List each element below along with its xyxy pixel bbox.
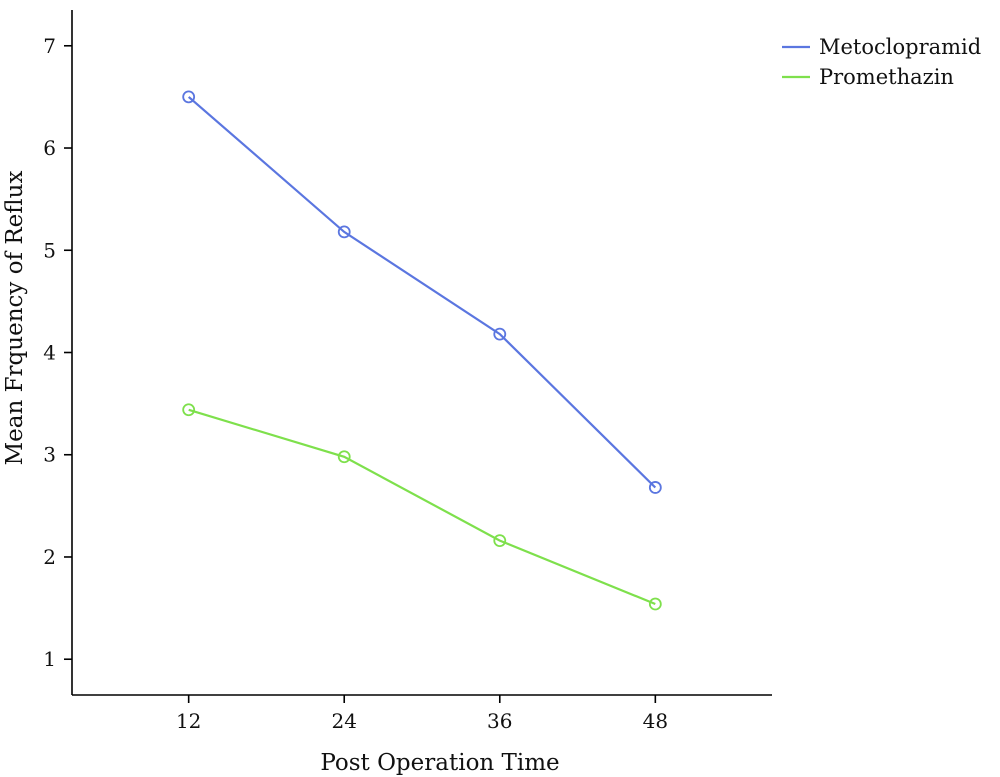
- y-tick-label: 5: [43, 238, 56, 262]
- data-point: [337, 225, 351, 239]
- data-point: [182, 90, 196, 104]
- series-metoclopramid: [182, 90, 662, 494]
- y-tick-label: 3: [43, 443, 56, 467]
- legend: Metoclopramid Promethazin: [782, 35, 981, 89]
- x-axis-title: Post Operation Time: [320, 750, 559, 776]
- data-point: [493, 327, 507, 341]
- data-point: [337, 450, 351, 464]
- x-tick-label: 24: [331, 709, 356, 733]
- x-tick-label: 12: [176, 709, 201, 733]
- series: [182, 90, 662, 611]
- x-tick-label: 36: [487, 709, 512, 733]
- y-tick-label: 6: [43, 136, 56, 160]
- series-line: [187, 96, 657, 489]
- y-tick-label: 2: [43, 545, 56, 569]
- y-axis-title: Mean Frquency of Reflux: [2, 171, 28, 466]
- data-point: [182, 403, 196, 417]
- legend-label: Promethazin: [819, 65, 954, 89]
- series-promethazin: [182, 403, 662, 611]
- series-line: [188, 408, 656, 606]
- y-tick-label: 4: [43, 341, 56, 365]
- legend-label: Metoclopramid: [819, 35, 981, 59]
- x-tick-label: 48: [643, 709, 668, 733]
- y-tick-label: 7: [43, 34, 56, 58]
- data-point: [648, 597, 662, 611]
- axes: [71, 10, 772, 696]
- data-point: [648, 481, 662, 494]
- data-point: [493, 534, 507, 548]
- y-tick-label: 1: [43, 647, 56, 671]
